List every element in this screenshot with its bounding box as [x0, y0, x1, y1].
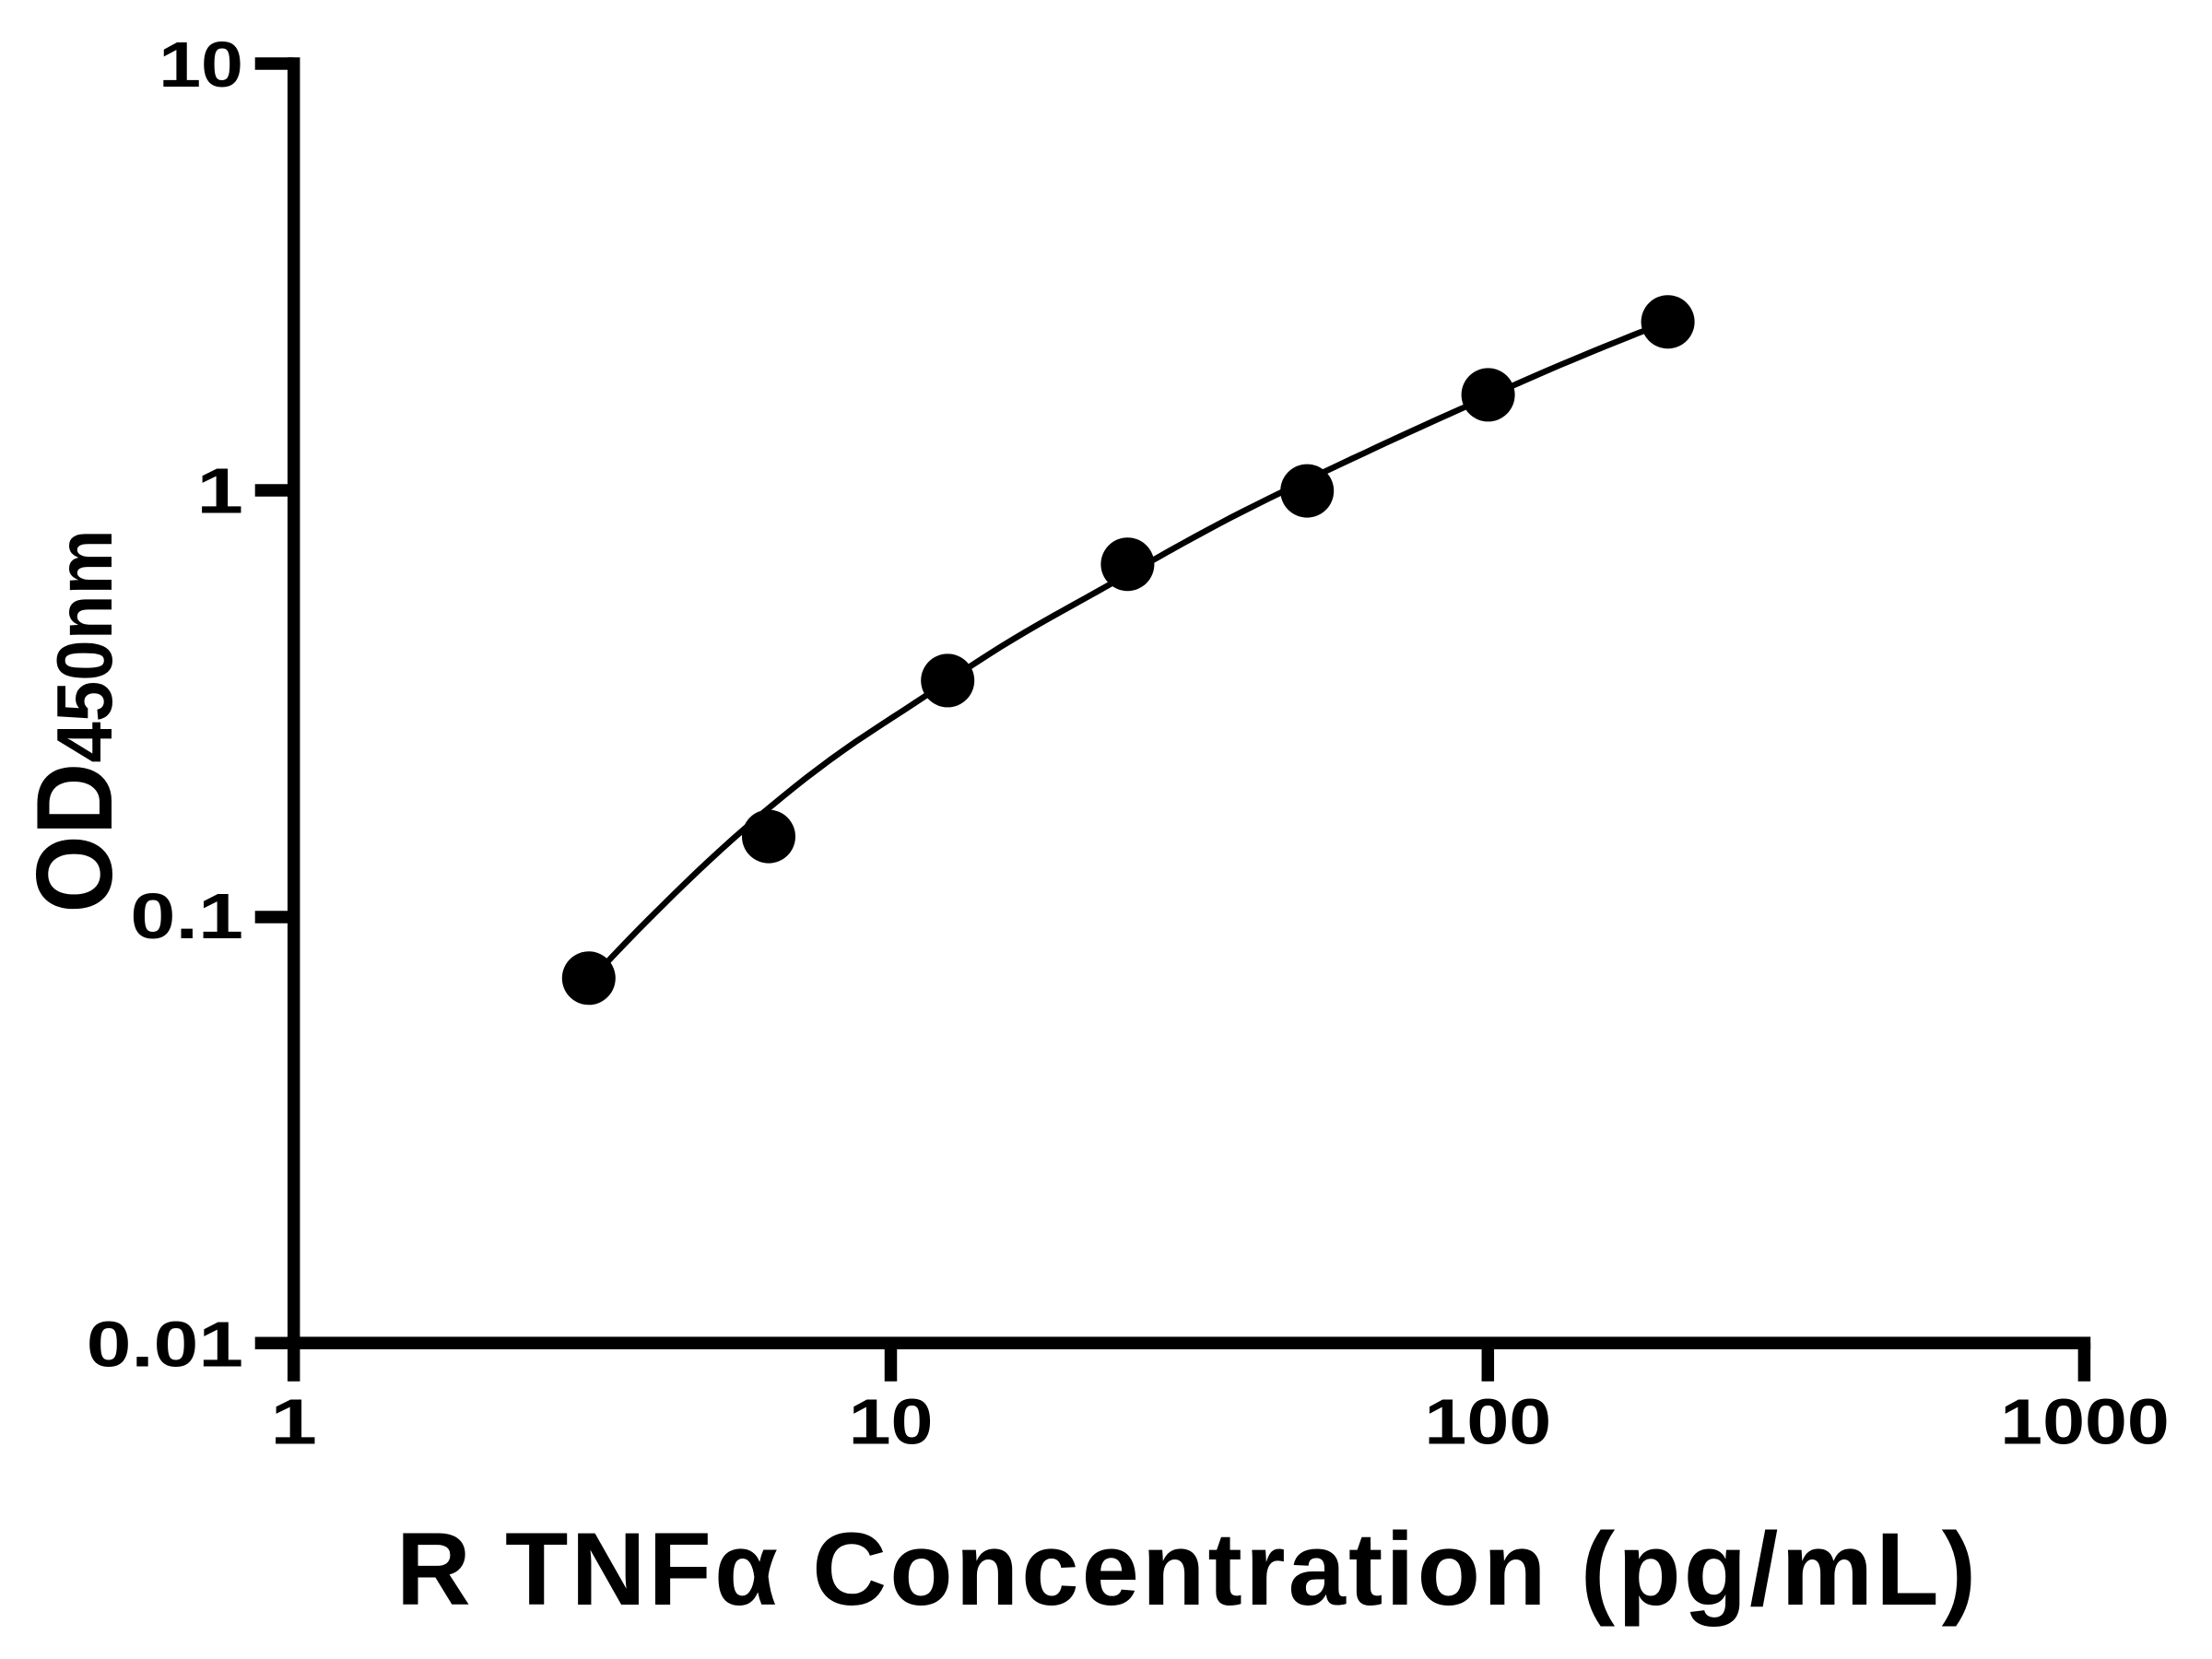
svg-text:100: 100: [1424, 1386, 1551, 1458]
svg-text:1: 1: [270, 1386, 317, 1458]
svg-text:R TNFα Concentration (pg/mL): R TNFα Concentration (pg/mL): [396, 1512, 1979, 1627]
svg-text:0.01: 0.01: [87, 1308, 243, 1381]
svg-text:OD450nm: OD450nm: [14, 529, 134, 912]
svg-text:10: 10: [849, 1386, 934, 1458]
svg-text:0.1: 0.1: [130, 880, 243, 952]
svg-text:1000: 1000: [2000, 1386, 2170, 1458]
svg-text:1: 1: [196, 455, 243, 527]
svg-text:10: 10: [159, 29, 243, 101]
